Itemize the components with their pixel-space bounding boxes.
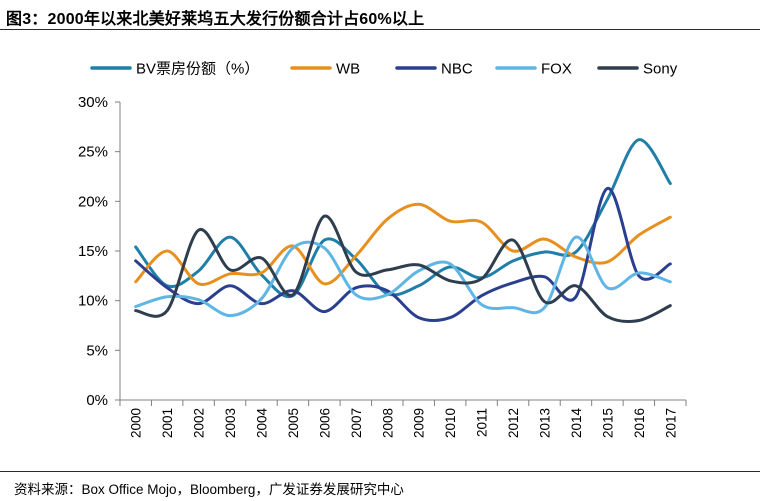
x-tick-label: 2011 — [475, 408, 490, 437]
series-line-3 — [134, 186, 672, 322]
x-tick-label: 2009 — [412, 408, 427, 438]
y-tick-label: 20% — [78, 193, 108, 210]
x-tick-label: 2003 — [223, 408, 238, 438]
chart-series — [134, 138, 672, 324]
y-tick-label: 5% — [86, 342, 108, 359]
series-line-5 — [134, 214, 672, 324]
x-tick-label: 2016 — [632, 408, 647, 438]
x-tick-label: 2013 — [538, 408, 553, 438]
x-tick-label: 2010 — [443, 408, 458, 438]
legend-label-5: Sony — [643, 61, 678, 78]
x-tick-label: 2002 — [192, 408, 207, 438]
series-line-4 — [134, 235, 672, 318]
legend-label-3: NBC — [441, 61, 473, 78]
y-tick-label: 30% — [78, 94, 108, 111]
y-tick-label: 25% — [78, 144, 108, 161]
y-tick-label: 0% — [86, 392, 108, 409]
x-tick-label: 2005 — [286, 408, 301, 438]
x-tick-label: 2012 — [506, 408, 521, 438]
x-tick-label: 2014 — [569, 408, 584, 439]
series-line-2 — [134, 202, 672, 286]
series-line-1 — [134, 138, 672, 299]
y-tick-label: 15% — [78, 243, 108, 260]
title-divider — [0, 29, 760, 30]
legend-label-1: BV票房份额（%） — [136, 61, 259, 78]
y-tick-label: 10% — [78, 293, 108, 310]
legend-label-4: FOX — [541, 61, 572, 78]
x-tick-label: 2004 — [255, 408, 270, 439]
legend-label-2: WB — [336, 61, 360, 78]
chart-title: 图3：2000年以来北美好莱坞五大发行份额合计占60%以上 — [6, 11, 425, 28]
x-tick-label: 2008 — [380, 408, 395, 438]
x-tick-label: 2017 — [663, 408, 678, 438]
x-tick-label: 2001 — [160, 408, 175, 438]
footer-divider — [0, 471, 760, 472]
x-tick-label: 2015 — [600, 408, 615, 438]
x-axis: 2000 2001 2002 2003 2004 2005 2006 2007 2008 2009… — [119, 399, 687, 439]
source-note: 资料来源：Box Office Mojo，Bloomberg，广发证券发展研究中… — [14, 482, 404, 497]
chart-legend: BV票房份额（%） WB NBC FOX Sony — [90, 61, 678, 78]
x-tick-label: 2000 — [129, 408, 144, 438]
x-tick-label: 2007 — [349, 408, 364, 438]
y-axis: 0% 5% 10% 15% 20% 25% 30% — [78, 94, 121, 409]
x-tick-label: 2006 — [317, 408, 332, 438]
